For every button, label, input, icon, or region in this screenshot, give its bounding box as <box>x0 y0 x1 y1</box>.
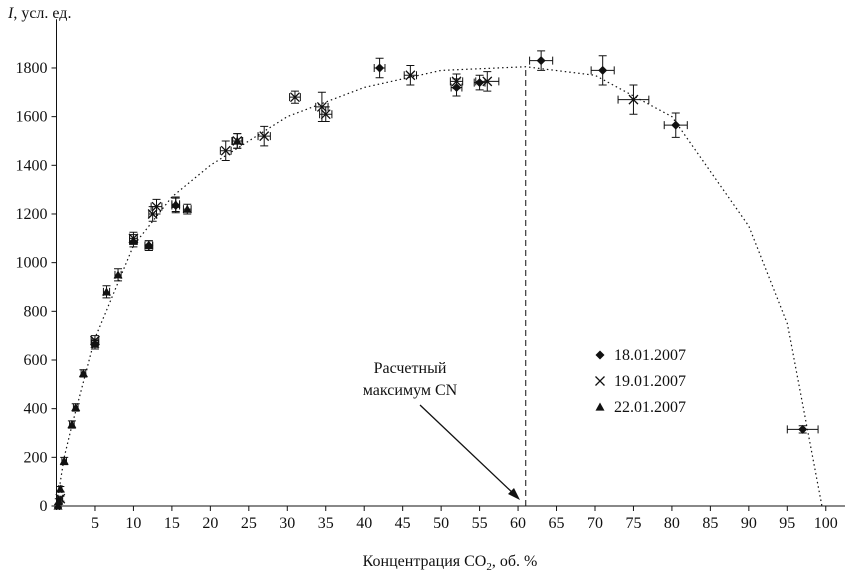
y-tick-label: 600 <box>24 352 48 369</box>
fit-curve <box>55 66 823 507</box>
point <box>375 63 385 73</box>
arrow-head <box>508 488 520 500</box>
legend-label: 19.01.2007 <box>614 373 686 390</box>
y-tick-label: 1400 <box>16 157 48 174</box>
point <box>220 145 231 156</box>
y-tick-label: 800 <box>24 303 48 320</box>
x-tick-label: 45 <box>395 515 411 532</box>
point <box>598 65 608 75</box>
x-label-sub: 2 <box>486 561 492 571</box>
y-tick-label: 400 <box>24 401 48 418</box>
point <box>405 70 416 81</box>
x-axis-label: Концентрация CO2, об. % <box>363 553 538 571</box>
x-tick-label: 85 <box>702 515 718 532</box>
x-tick-label: 5 <box>91 515 99 532</box>
x-label-part: Концентрация CO <box>363 553 487 570</box>
annotation-arrow <box>419 404 517 497</box>
point <box>232 136 242 145</box>
point <box>78 368 88 377</box>
point <box>71 402 81 412</box>
x-tick-label: 10 <box>125 515 141 532</box>
x-tick-label: 15 <box>164 515 180 532</box>
point <box>182 204 192 213</box>
point <box>536 56 546 66</box>
x-tick-label: 80 <box>664 515 680 532</box>
x-label-part: , об. % <box>492 553 537 570</box>
legend-marker <box>595 350 605 360</box>
x-tick-label: 75 <box>625 515 641 532</box>
x-tick-label: 95 <box>779 515 795 532</box>
legend-label: 22.01.2007 <box>614 399 686 416</box>
point <box>628 94 639 105</box>
legend-marker <box>595 402 605 411</box>
point <box>671 120 681 130</box>
y-axis-label: I, усл. ед. <box>7 5 71 22</box>
legend-marker <box>595 376 605 386</box>
point <box>451 76 462 87</box>
y-label-unit: , усл. ед. <box>13 5 71 22</box>
point <box>55 484 65 493</box>
x-tick-label: 65 <box>549 515 565 532</box>
y-tick-label: 1600 <box>16 109 48 126</box>
x-tick-label: 60 <box>510 515 526 532</box>
x-tick-label: 20 <box>202 515 218 532</box>
point <box>53 501 63 510</box>
point <box>59 456 69 465</box>
point <box>151 201 162 212</box>
legend-label: 18.01.2007 <box>614 347 686 364</box>
annotation: Расчетный <box>374 360 447 377</box>
point <box>54 496 64 505</box>
annotation: максимум CN <box>363 382 458 399</box>
point <box>128 236 138 245</box>
y-label-symbol: I <box>7 5 14 22</box>
point <box>102 287 112 296</box>
x-tick-label: 40 <box>356 515 372 532</box>
point <box>90 339 100 348</box>
x-tick-label: 90 <box>741 515 757 532</box>
point <box>144 241 154 250</box>
y-tick-label: 200 <box>24 449 48 466</box>
x-tick-label: 35 <box>318 515 334 532</box>
point <box>259 131 270 142</box>
point <box>290 92 300 103</box>
x-tick-label: 55 <box>472 515 488 532</box>
point <box>171 199 181 208</box>
y-tick-label: 1800 <box>16 60 48 77</box>
y-tick-label: 0 <box>40 498 48 515</box>
y-tick-label: 1200 <box>16 206 48 223</box>
x-tick-label: 50 <box>433 515 449 532</box>
point <box>482 76 493 87</box>
point <box>798 424 808 434</box>
point <box>113 270 123 279</box>
x-tick-label: 25 <box>241 515 257 532</box>
point <box>475 78 485 88</box>
x-tick-label: 70 <box>587 515 603 532</box>
x-tick-label: 100 <box>814 515 838 532</box>
point <box>67 419 77 429</box>
y-tick-label: 1000 <box>16 255 48 272</box>
point <box>320 109 331 120</box>
x-tick-label: 30 <box>279 515 295 532</box>
